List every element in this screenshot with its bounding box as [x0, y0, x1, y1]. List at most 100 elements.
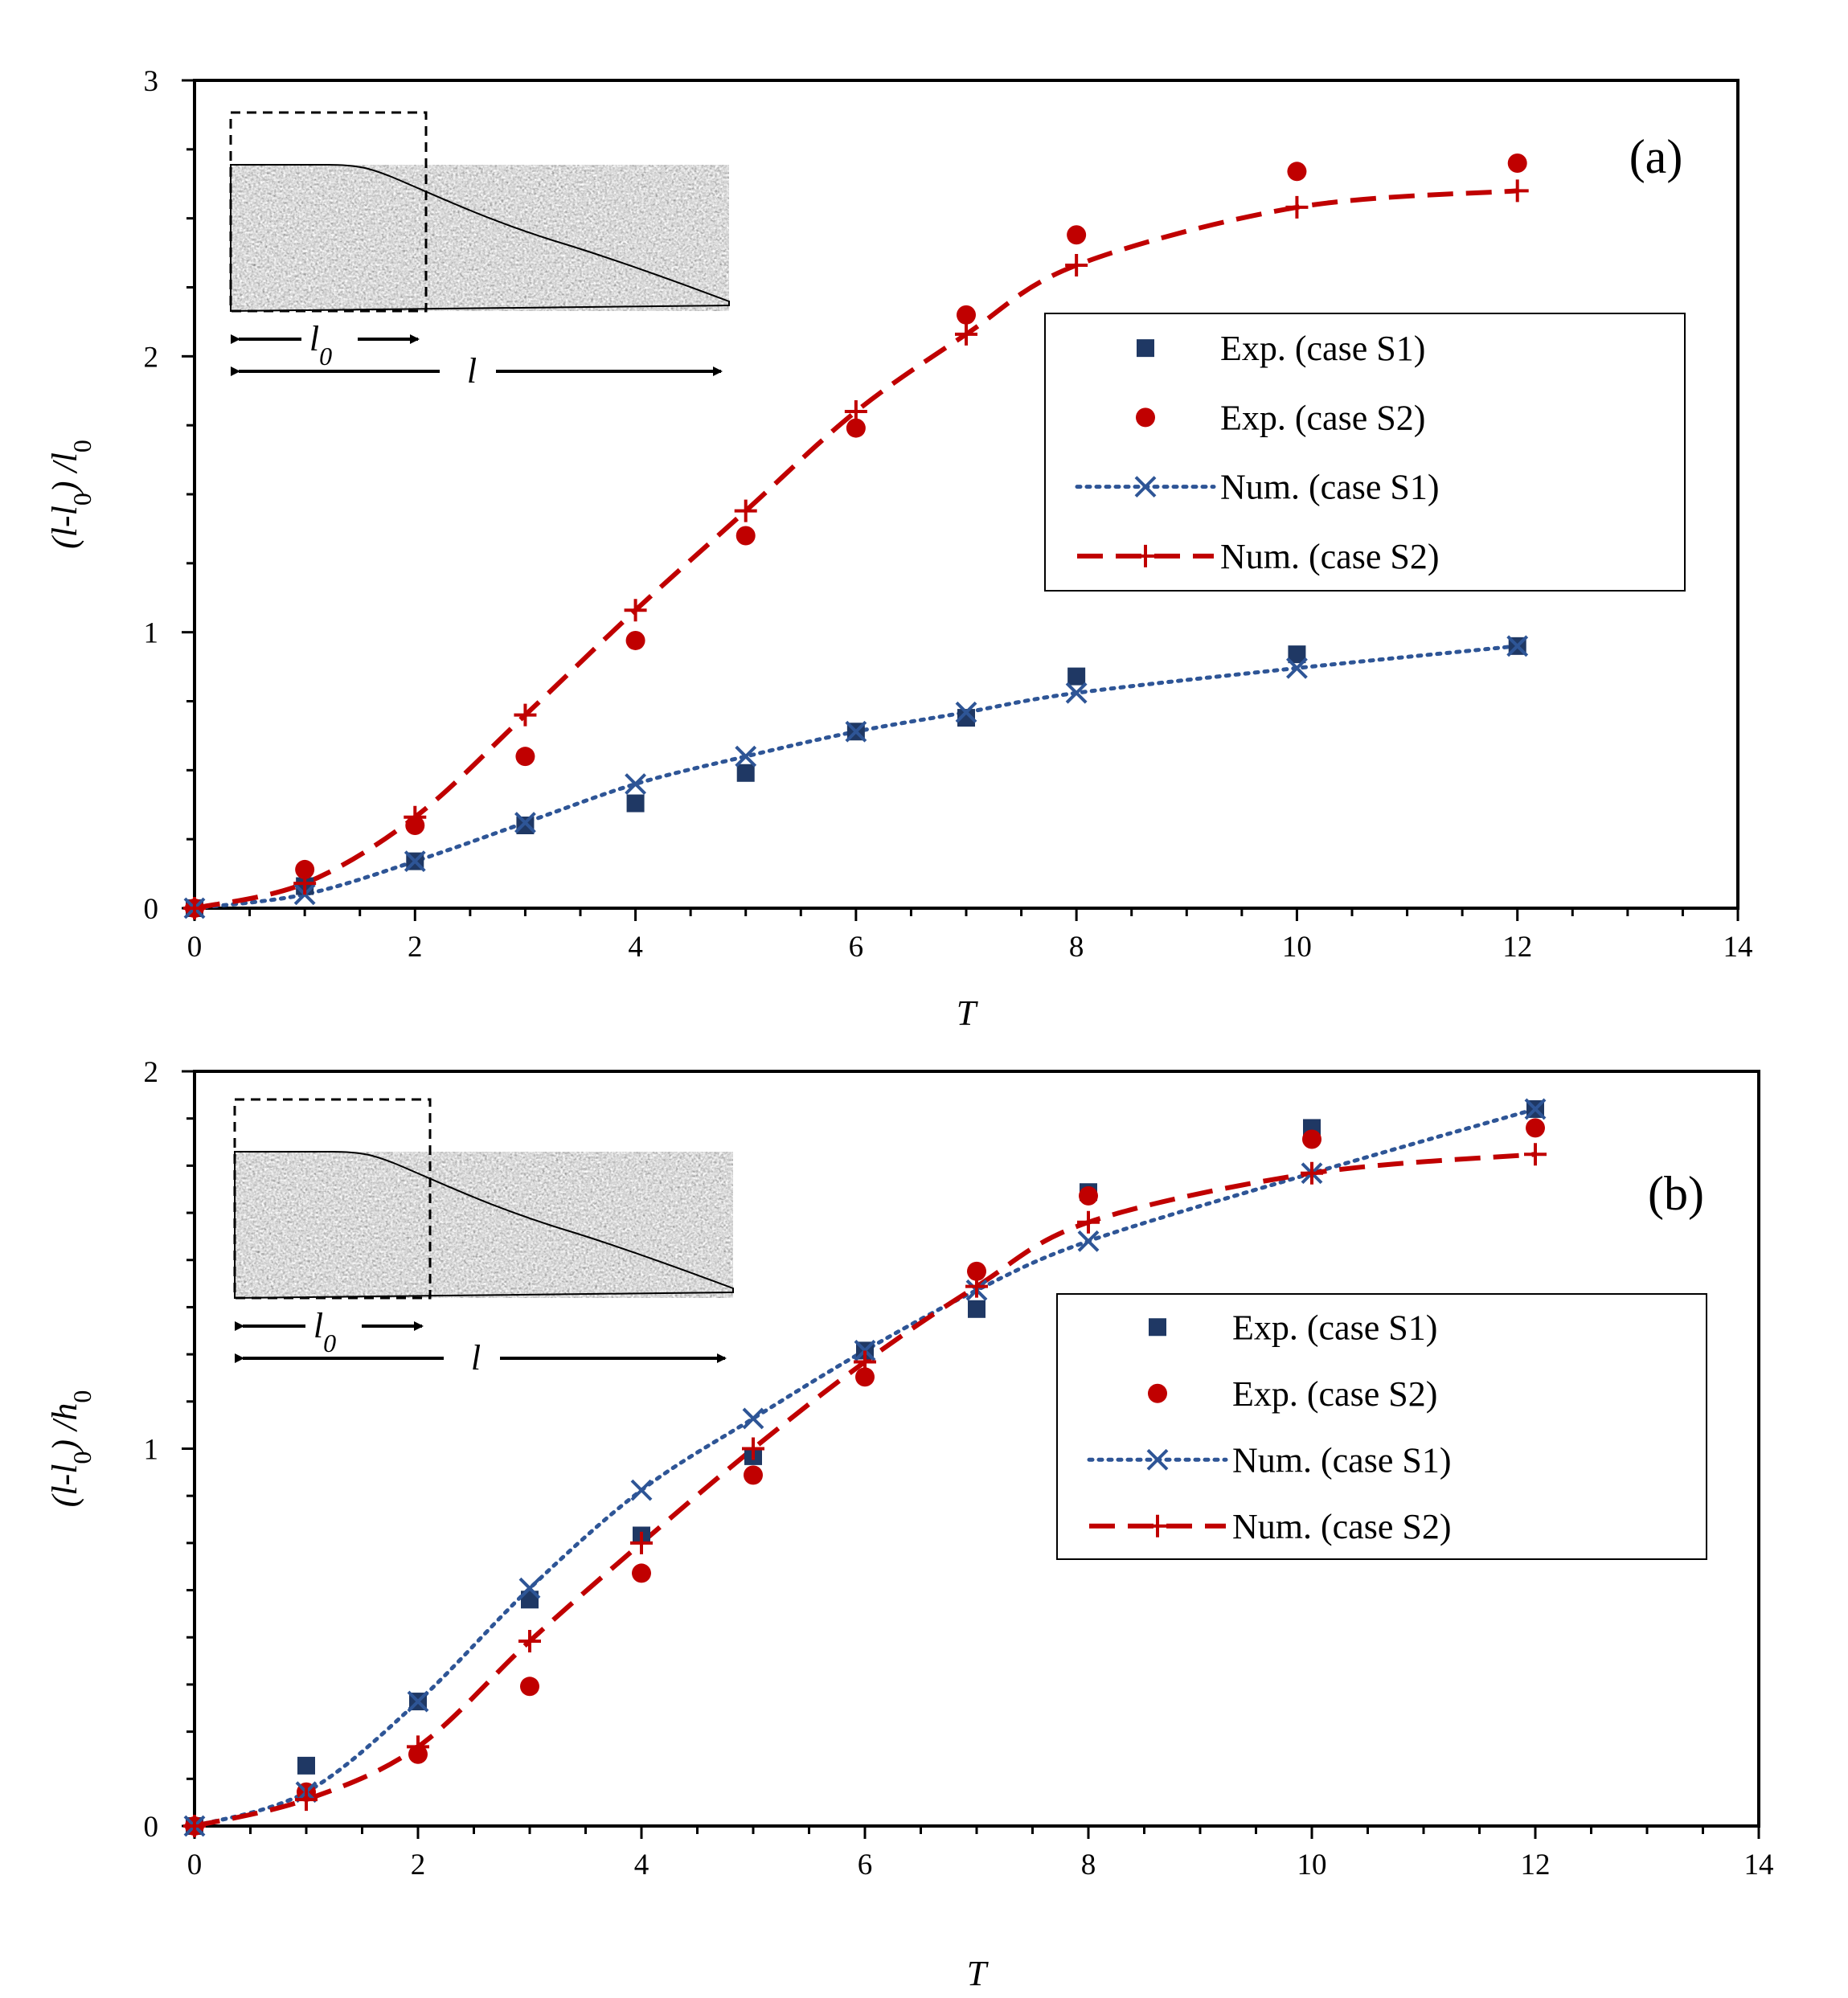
y-tick-label: 0: [144, 893, 159, 926]
legend-entry-label: Exp. (case S2): [1232, 1374, 1437, 1414]
data-point-x: [1506, 635, 1529, 657]
y-axis-label-part: 0: [68, 1390, 96, 1403]
data-point-plus: [404, 805, 427, 829]
data-point-circle: [967, 1261, 986, 1281]
data-point-plus: [1065, 254, 1088, 277]
inset-outline: [234, 1151, 734, 1300]
y-axis-label-part: 0: [68, 1451, 96, 1464]
inset-sketch: l0 l: [229, 111, 730, 391]
legend-entry-label: Num. (case S2): [1232, 1507, 1452, 1546]
data-point-square: [516, 817, 535, 834]
data-point-x: [514, 812, 536, 833]
x-tick-label: 12: [1521, 1849, 1551, 1881]
y-axis-label-part: ) /h: [45, 1403, 84, 1454]
data-point-plus: [1506, 179, 1529, 203]
inset-label-bg: [444, 1341, 500, 1376]
data-point-circle: [515, 747, 535, 767]
panel-label: (b): [1648, 1167, 1704, 1220]
data-point-plus: [955, 322, 977, 346]
x-tick-label: 4: [628, 931, 643, 964]
series-line: [194, 1152, 1536, 1828]
data-point-plus: [844, 400, 867, 423]
data-point-circle: [855, 1367, 875, 1387]
inset-l0-subscript: 0: [319, 342, 332, 371]
data-point-plus: [1285, 195, 1309, 219]
y-tick-label: 1: [144, 1434, 159, 1467]
data-point-square: [1137, 339, 1154, 358]
inset-label-bg: [440, 354, 496, 389]
y-tick-label: 2: [144, 341, 159, 374]
series-line: [194, 188, 1518, 911]
data-point-circle: [957, 305, 976, 325]
y-axis-label: (l-l0) /h0: [45, 1390, 96, 1508]
panel-label: (a): [1629, 130, 1683, 183]
series-markers: [183, 635, 1529, 919]
series-markers: [185, 154, 1527, 918]
data-point-square: [736, 764, 755, 782]
data-point-square: [521, 1591, 539, 1609]
x-tick-label: 14: [1744, 1849, 1774, 1881]
data-point-x: [404, 850, 426, 873]
data-point-x: [845, 720, 867, 743]
data-point-plus: [1077, 1210, 1100, 1234]
data-point-x: [854, 1340, 876, 1361]
data-point-x: [1134, 476, 1157, 498]
inset-label-bg: [301, 323, 358, 357]
x-tick-label: 2: [411, 1849, 426, 1881]
data-point-plus: [514, 703, 537, 727]
x-tick-label: 4: [634, 1849, 649, 1881]
data-point-circle: [520, 1677, 539, 1697]
data-point-plus: [734, 499, 757, 522]
data-point-circle: [1148, 1383, 1167, 1403]
legend-entry-label: Exp. (case S1): [1232, 1308, 1437, 1347]
x-tick-label: 6: [849, 931, 864, 964]
inset-l0-subscript: 0: [323, 1329, 336, 1357]
data-point-x: [630, 1479, 653, 1501]
data-point-plus: [293, 872, 317, 895]
x-tick-label: 0: [187, 931, 203, 964]
inset-dashed-box: [229, 111, 428, 313]
data-point-plus: [1301, 1161, 1323, 1185]
data-point-square: [297, 1756, 315, 1775]
data-point-plus: [295, 1788, 318, 1812]
data-point-square: [626, 794, 645, 813]
legend-entry-label: Exp. (case S2): [1220, 398, 1425, 437]
y-tick-label: 2: [144, 1056, 159, 1089]
data-point-circle: [295, 859, 315, 879]
y-axis-label-part: (l-l: [45, 1464, 84, 1508]
data-point-x: [1065, 682, 1088, 704]
y-tick-label: 0: [144, 1811, 159, 1844]
data-point-circle: [846, 418, 866, 438]
inset-granular-fill: [231, 165, 729, 311]
y-axis-label-part: 0: [68, 493, 96, 506]
x-tick-label: 2: [408, 931, 423, 964]
legend-entry-label: Num. (case S1): [1232, 1440, 1452, 1480]
series-markers: [183, 1143, 1547, 1837]
data-point-plus: [624, 599, 647, 622]
series-line: [192, 1107, 1538, 1828]
legend: Exp. (case S1) Exp. (case S2) Num. (case S…: [1044, 313, 1686, 592]
data-point-x: [625, 773, 646, 795]
inset-granular-fill: [235, 1152, 733, 1298]
data-point-circle: [744, 1465, 763, 1485]
y-axis-label-part: (l-l: [45, 506, 84, 549]
data-point-square: [957, 709, 975, 727]
data-point-plus: [407, 1735, 429, 1758]
data-point-plus: [1524, 1143, 1547, 1166]
data-point-circle: [625, 630, 645, 650]
x-tick-label: 0: [187, 1849, 203, 1881]
data-point-plus: [1134, 544, 1157, 567]
legend: Exp. (case S1) Exp. (case S2) Num. (case S…: [1056, 1293, 1707, 1560]
data-point-x: [955, 701, 977, 723]
data-point-x: [407, 1690, 429, 1713]
inset-dashed-box: [233, 1098, 432, 1300]
legend-box: [1056, 1293, 1707, 1560]
inset-l-label: l: [471, 1338, 481, 1378]
legend-entry-label: Num. (case S2): [1220, 537, 1440, 576]
data-point-x: [1146, 1448, 1169, 1471]
data-point-plus: [183, 897, 206, 919]
legend-box: [1044, 313, 1686, 592]
data-point-circle: [1079, 1185, 1098, 1206]
x-tick-label: 8: [1069, 931, 1084, 964]
data-point-x: [735, 745, 757, 768]
